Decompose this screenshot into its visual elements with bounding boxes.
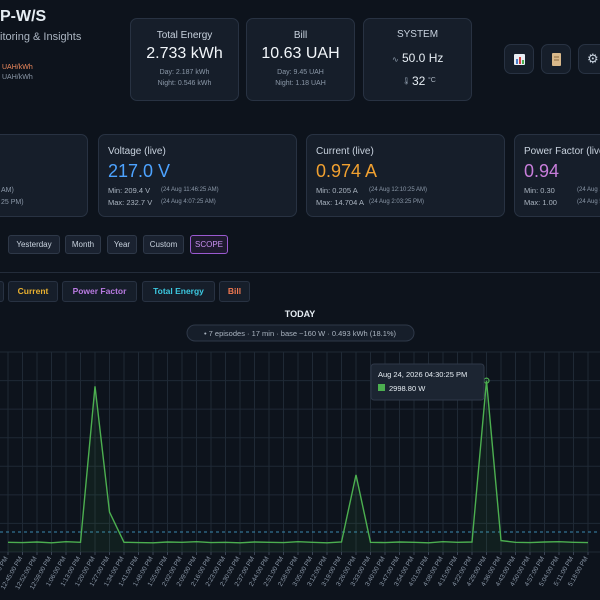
metric-tab[interactable]: Current — [8, 281, 58, 302]
power-chart: TODAY • 7 episodes · 17 min · base ~160 W… — [0, 309, 600, 591]
card-title: SYSTEM — [396, 29, 439, 40]
temp-icon: 🌡 — [402, 78, 411, 85]
app-subtitle: itoring & Insights — [0, 31, 82, 43]
chart-title: TODAY — [285, 309, 316, 319]
system-card: SYSTEM ∿ 50.0 Hz 🌡 32 °C — [363, 18, 472, 101]
summary-pill — [186, 324, 415, 342]
separator — [0, 272, 600, 273]
range-button[interactable]: Custom — [143, 235, 184, 254]
range-button[interactable]: Month — [65, 235, 101, 254]
tooltip: Aug 24, 2026 04:30:25 PM 2998.80 W — [370, 363, 485, 401]
live-card: Power Factor (live) 0.94 Min: 0.30 (24 Aug … — [514, 134, 600, 217]
card-line: AM) — [1, 187, 14, 194]
card-value: 0.974 A — [316, 161, 378, 181]
tooltip-swatch — [378, 384, 385, 391]
bill-card: Bill 10.63 UAH Day: 9.45 UAH Night: 1.18… — [246, 18, 355, 101]
card-value: 0.94 — [524, 161, 560, 181]
tooltip-value: 2998.80 W — [389, 384, 426, 393]
energy-card: Total Energy 2.733 kWh Day: 2.187 kWh Ni… — [130, 18, 239, 101]
card-min: Min: 0.205 A — [316, 186, 358, 195]
card-min-time: (24 Aug 12:10:25 AM) — [369, 187, 428, 193]
card-line: 25 PM) — [1, 199, 24, 206]
range-button[interactable]: Yesterday — [8, 235, 60, 254]
card-min: Min: 209.4 V — [108, 186, 151, 195]
scroll-icon — [552, 53, 561, 66]
card-title: Total Energy — [156, 30, 213, 41]
card-line: Day: 9.45 UAH — [277, 69, 324, 76]
frequency: 50.0 Hz — [402, 51, 444, 65]
tooltip-time: Aug 24, 2026 04:30:25 PM — [378, 370, 467, 379]
metric-tab[interactable]: Bill — [219, 281, 250, 302]
card-max-time: (24 Aug 4:07:25 AM) — [161, 199, 216, 205]
temperature-unit: °C — [428, 77, 436, 84]
log-button[interactable] — [541, 44, 571, 74]
settings-button[interactable]: ⚙ — [578, 44, 600, 74]
card-value: 2.733 kWh — [146, 45, 223, 62]
card-min-time: (24 Aug 11:46:25 AM) — [161, 187, 219, 193]
chart-subtitle: • 7 episodes · 17 min · base ~160 W · 0.… — [204, 329, 397, 338]
card-max: Max: 14.704 A — [316, 198, 364, 207]
chart-button[interactable] — [504, 44, 534, 74]
card-title: Power Factor (live) — [524, 146, 600, 157]
card-title: Voltage (live) — [108, 146, 166, 157]
line — [7, 380, 589, 544]
rate-night: UAH/kWh — [2, 74, 33, 81]
metric-tab[interactable]: Total Energy — [142, 281, 215, 302]
card-line: Day: 2.187 kWh — [159, 69, 210, 76]
card-max-time: (24 Aug 2:03:25 PM) — [369, 199, 425, 205]
card-title: Current (live) — [316, 146, 374, 157]
live-card: Voltage (live) 217.0 V Min: 209.4 V (24 Aug… — [98, 134, 297, 217]
card-value: 217.0 V — [108, 161, 171, 181]
partial-card: AM) 25 PM) — [0, 134, 88, 217]
card-max: Max: 1.00 — [524, 198, 557, 207]
tooltip-box — [370, 363, 485, 401]
card-title: Bill — [293, 30, 308, 41]
tab-partial[interactable] — [0, 281, 4, 302]
gear-icon: ⚙ — [587, 51, 599, 66]
card-line: Night: 1.18 UAH — [275, 80, 326, 87]
temperature: 32 — [412, 74, 426, 88]
wave-icon: ∿ — [392, 55, 399, 64]
range-button[interactable]: Year — [107, 235, 137, 254]
app-title: P-W/S — [0, 8, 47, 25]
rate-day: UAH/kWh — [2, 64, 33, 71]
metric-tab[interactable]: Power Factor — [62, 281, 137, 302]
card-max-time: (24 Aug 5:34 — [577, 199, 600, 205]
card-min-time: (24 Aug 12:10: — [577, 187, 600, 193]
card-line: Night: 0.546 kWh — [157, 80, 212, 87]
card-value: 10.63 UAH — [261, 45, 340, 62]
chart-icon — [514, 54, 525, 65]
card-max: Max: 232.7 V — [108, 198, 153, 207]
live-card: Current (live) 0.974 A Min: 0.205 A (24 Aug… — [306, 134, 505, 217]
card-min: Min: 0.30 — [524, 186, 555, 195]
range-button[interactable]: SCOPE — [190, 235, 228, 254]
